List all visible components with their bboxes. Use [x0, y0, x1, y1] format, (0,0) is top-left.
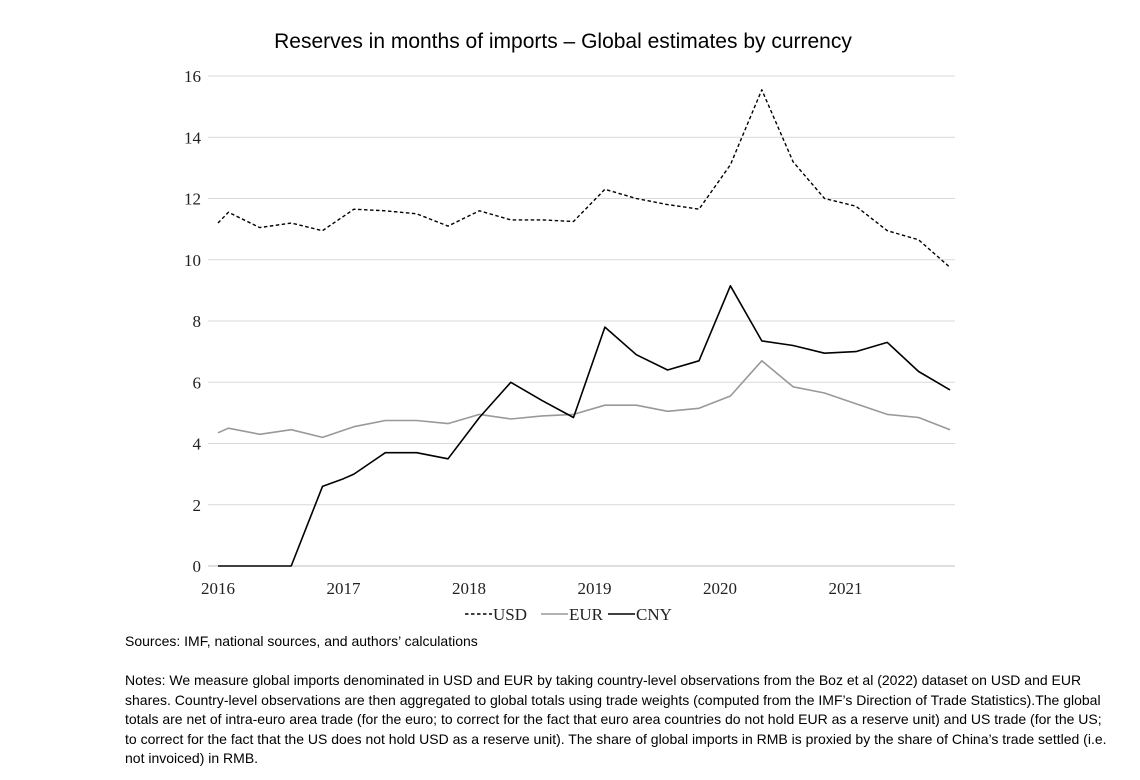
sources-text: Sources: IMF, national sources, and auth…: [125, 633, 478, 649]
legend: USD EUR CNY: [465, 605, 672, 624]
x-tick-label: 2016: [201, 579, 235, 598]
x-tick-label: 2018: [452, 579, 486, 598]
x-tick-label: 2019: [577, 579, 611, 598]
y-tick-label: 12: [184, 190, 201, 209]
y-tick-label: 6: [193, 373, 202, 392]
y-tick-label: 4: [193, 435, 202, 454]
y-tick-label: 0: [193, 557, 202, 576]
x-tick-label: 2017: [326, 579, 361, 598]
y-tick-label: 16: [184, 67, 201, 86]
x-tick-label: 2020: [703, 579, 737, 598]
legend-label-eur: EUR: [569, 605, 604, 624]
line-chart: 0 2 4 6 8 10 12 14 16 2016 2017 2018 2019 2020 2021 US…: [184, 67, 955, 624]
gridlines: [208, 75, 955, 506]
y-tick-label: 14: [184, 128, 202, 147]
legend-label-usd: USD: [493, 605, 527, 624]
series-line-usd: [217, 89, 951, 268]
series-line-cny: [218, 285, 951, 567]
series-lines: [217, 89, 951, 567]
y-tick-label: 10: [184, 251, 201, 270]
notes-text: Notes: We measure global imports denomin…: [125, 672, 1107, 766]
axes: 0 2 4 6 8 10 12 14 16 2016 2017 2018 2019 2020 2021: [184, 67, 955, 598]
y-tick-label: 2: [193, 496, 202, 515]
series-line-eur: [217, 360, 951, 439]
x-tick-label: 2021: [828, 579, 862, 598]
legend-label-cny: CNY: [636, 605, 672, 624]
chart-title: Reserves in months of imports – Global e…: [274, 30, 852, 53]
y-tick-label: 8: [193, 312, 202, 331]
